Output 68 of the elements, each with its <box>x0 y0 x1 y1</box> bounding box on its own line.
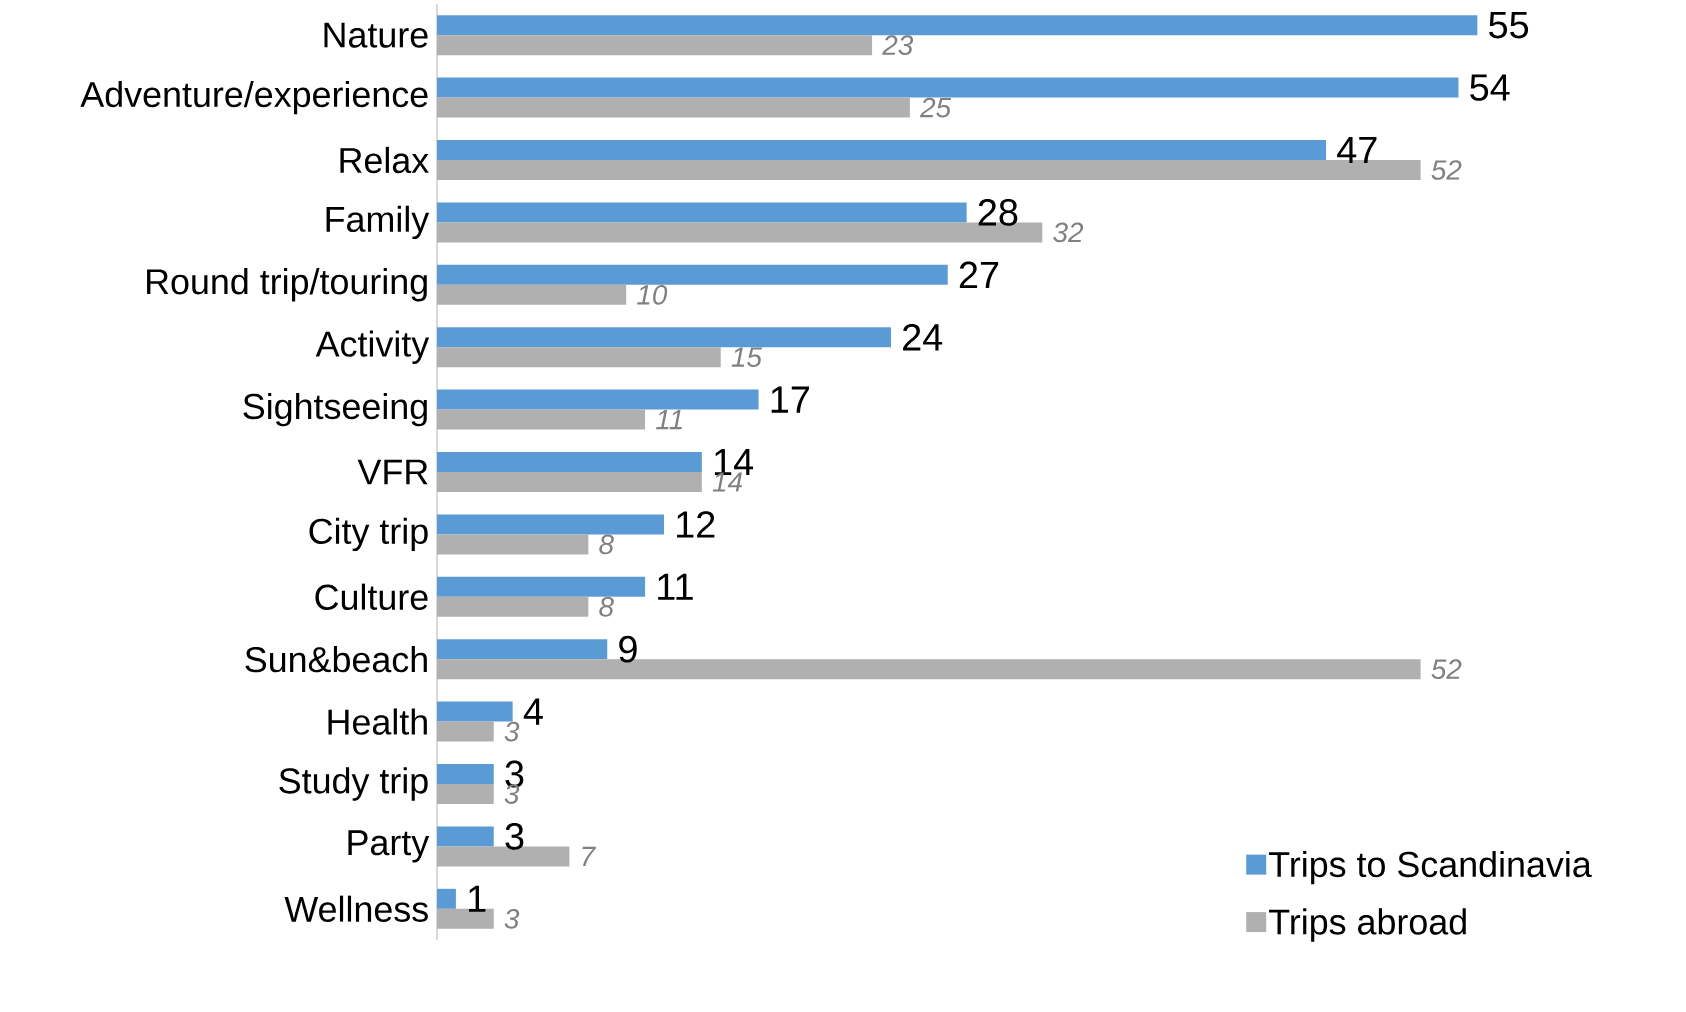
data-label: 28 <box>978 199 1018 226</box>
y-tick-label: Family <box>326 205 430 240</box>
data-label: 3 <box>504 908 520 929</box>
y-tick-label: Wellness <box>284 895 428 922</box>
bar <box>437 140 1327 160</box>
data-label: 24 <box>903 323 943 351</box>
data-label: 55 <box>1489 11 1529 39</box>
data-label: 9 <box>619 635 637 663</box>
data-label: 15 <box>731 347 763 367</box>
data-label: 52 <box>1431 160 1462 180</box>
y-tick-label: Round trip/touring <box>147 268 427 302</box>
bar <box>437 347 721 368</box>
bar <box>437 97 910 118</box>
data-label: 11 <box>658 573 693 600</box>
bar <box>437 389 759 410</box>
bar <box>437 77 1459 98</box>
bar <box>437 327 891 348</box>
bar <box>437 701 513 722</box>
bar <box>437 35 873 56</box>
y-tick-label: Relax <box>340 146 429 174</box>
y-tick-label: Culture <box>315 583 428 610</box>
data-label: 32 <box>1053 222 1084 243</box>
data-label: 3 <box>505 823 524 850</box>
data-label: 27 <box>959 261 999 289</box>
bar <box>437 826 494 847</box>
bar <box>437 284 627 305</box>
data-label: 17 <box>771 386 809 413</box>
data-label: 4 <box>523 698 543 725</box>
bar <box>437 764 494 785</box>
bar <box>437 721 494 742</box>
data-label: 54 <box>1470 74 1510 101</box>
bar <box>437 202 967 223</box>
bar <box>437 472 702 492</box>
y-tick-label: Sightseeing <box>243 392 427 427</box>
y-tick-label: Adventure/experience <box>80 80 428 115</box>
data-label: 8 <box>599 596 614 617</box>
bar <box>437 15 1478 36</box>
y-tick-label: Nature <box>324 22 428 48</box>
bar <box>437 452 702 472</box>
bar <box>437 596 589 617</box>
y-tick-label: Sun&beach <box>245 646 427 673</box>
data-label: 8 <box>599 534 614 555</box>
data-label: 52 <box>1431 659 1462 680</box>
legend-label: Trips to Scandinavia <box>1269 850 1592 885</box>
data-label: 7 <box>582 846 596 867</box>
bar <box>437 639 608 660</box>
data-label: 23 <box>882 35 914 56</box>
data-label: 25 <box>919 97 952 118</box>
y-tick-label: Activity <box>315 330 430 364</box>
data-label: 11 <box>655 410 682 430</box>
bar <box>437 576 646 597</box>
y-tick-label: Party <box>348 830 430 863</box>
y-tick-label: City trip <box>309 517 428 552</box>
legend-label: Trips abroad <box>1269 908 1466 942</box>
bar <box>437 888 456 909</box>
bar <box>437 409 646 430</box>
data-label: 12 <box>677 511 715 538</box>
bar <box>437 784 494 805</box>
data-label: 3 <box>504 721 520 742</box>
y-tick-label: Study trip <box>279 767 428 801</box>
y-tick-label: Health <box>328 708 427 735</box>
data-label: 47 <box>1337 136 1377 164</box>
bar <box>437 514 664 535</box>
data-label: 10 <box>637 284 668 305</box>
bar <box>437 534 589 555</box>
bar <box>437 264 948 285</box>
y-tick-label: VFR <box>357 459 428 485</box>
data-label: 1 <box>469 885 486 912</box>
